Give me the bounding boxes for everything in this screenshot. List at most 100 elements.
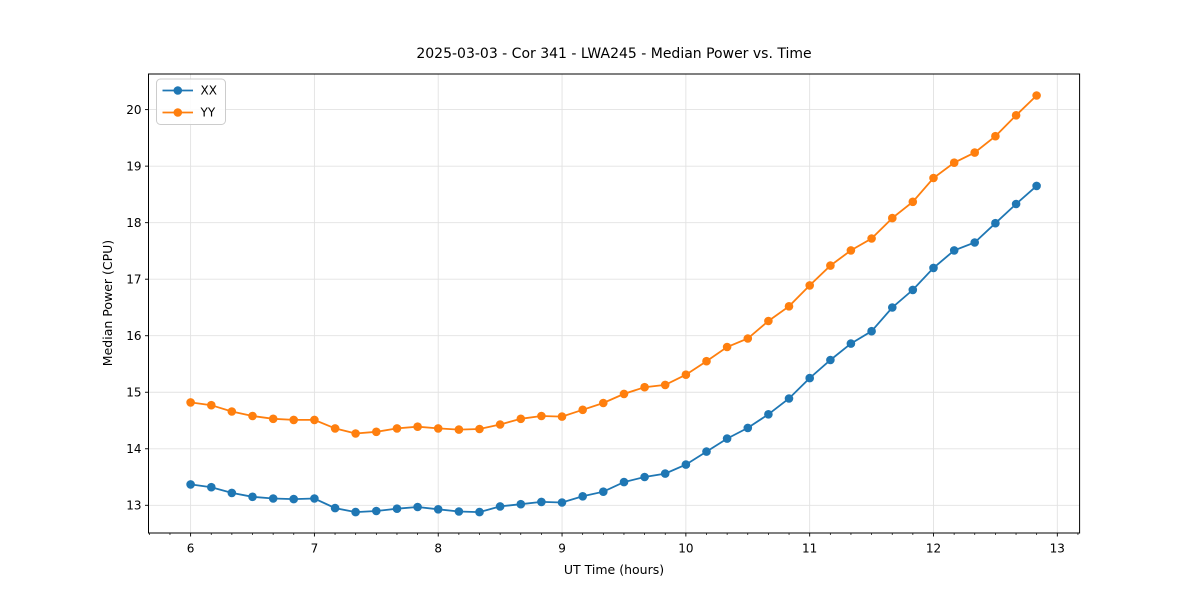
data-point (908, 197, 918, 207)
data-point (495, 502, 505, 511)
series-YY (186, 91, 1041, 438)
data-point (764, 316, 773, 326)
data-point (702, 447, 711, 456)
data-point (351, 507, 360, 517)
x-axis-label: UT Time (hours) (564, 562, 664, 577)
data-point (1032, 91, 1041, 100)
data-point (557, 412, 567, 421)
data-point (660, 469, 670, 478)
data-point (681, 370, 691, 380)
data-point (970, 238, 979, 247)
data-point (619, 389, 629, 399)
data-point (454, 507, 464, 516)
data-point (805, 281, 814, 290)
y-tick-label: 13 (126, 499, 141, 513)
data-point (227, 488, 237, 498)
data-point (454, 425, 464, 434)
x-tick-label: 8 (434, 542, 442, 556)
legend-marker (173, 108, 183, 117)
data-point (310, 415, 319, 425)
data-point (413, 502, 422, 512)
data-point (991, 131, 1000, 141)
legend-marker (173, 86, 183, 95)
data-point (1032, 181, 1041, 191)
y-tick-label: 17 (126, 272, 141, 286)
data-point (351, 429, 360, 438)
data-point (619, 477, 629, 487)
data-point (392, 504, 402, 513)
data-point (826, 355, 835, 365)
legend-label: YY (200, 106, 216, 120)
x-tick-label: 13 (1050, 542, 1065, 556)
x-tick-label: 12 (926, 542, 941, 556)
data-point (1011, 199, 1021, 209)
data-point (784, 302, 794, 311)
data-point (578, 405, 587, 415)
series-XX (186, 181, 1041, 517)
data-point (1011, 111, 1021, 120)
y-tick-label: 18 (126, 216, 141, 230)
data-point (929, 263, 938, 273)
data-point (372, 506, 381, 516)
data-point (722, 342, 732, 352)
chart-title: 2025-03-03 - Cor 341 - LWA245 - Median P… (416, 46, 811, 62)
data-point (784, 394, 794, 403)
data-point (207, 400, 216, 410)
data-point (289, 415, 299, 425)
data-point (372, 427, 381, 437)
data-point (970, 148, 979, 157)
data-point (681, 460, 691, 469)
data-point (433, 424, 443, 433)
data-point (475, 507, 484, 517)
data-point (392, 424, 402, 433)
data-point (702, 356, 711, 366)
y-tick-label: 15 (126, 385, 141, 399)
data-point (433, 505, 443, 514)
data-point (764, 410, 773, 419)
y-tick-label: 14 (126, 442, 141, 456)
legend-label: XX (201, 84, 217, 98)
data-point (248, 411, 257, 421)
data-point (578, 492, 587, 501)
data-point (949, 246, 959, 255)
data-point (949, 158, 959, 167)
data-point (660, 380, 670, 390)
x-tick-label: 10 (678, 542, 693, 556)
data-point (722, 434, 732, 443)
y-tick-label: 16 (126, 329, 141, 343)
data-point (248, 492, 257, 502)
x-tick-label: 11 (802, 542, 817, 556)
data-point (268, 414, 278, 424)
data-point (805, 373, 814, 383)
y-tick-label: 20 (126, 103, 141, 117)
data-point (640, 382, 649, 392)
y-tick-label: 19 (126, 159, 141, 173)
data-point (207, 482, 216, 492)
data-point (826, 261, 835, 270)
x-tick-label: 7 (311, 542, 319, 556)
data-point (846, 246, 856, 255)
data-point (991, 218, 1000, 228)
data-point (289, 494, 299, 504)
data-point (268, 494, 278, 503)
data-point (537, 411, 546, 421)
data-point (557, 498, 567, 507)
data-point (867, 326, 876, 336)
data-point (516, 499, 526, 509)
data-point (640, 472, 649, 482)
data-point (495, 420, 505, 429)
x-tick-label: 6 (187, 542, 195, 556)
data-point (743, 334, 753, 343)
data-point (413, 422, 422, 432)
legend: XX YY (156, 78, 226, 125)
data-point (186, 480, 195, 489)
data-point (846, 339, 856, 348)
data-point (537, 497, 546, 507)
y-axis-label: Median Power (CPU) (100, 240, 115, 366)
data-point (867, 234, 876, 243)
grid (148, 74, 1080, 533)
data-point (743, 423, 753, 433)
data-point (516, 414, 526, 424)
